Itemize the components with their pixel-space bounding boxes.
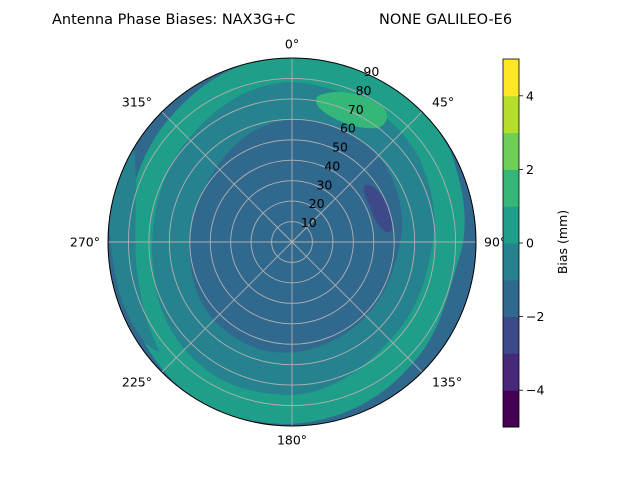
chart-title-left: Antenna Phase Biases: NAX3G+C [52, 12, 295, 28]
colorbar-segment [503, 353, 519, 391]
contour-west-ribbon [108, 146, 160, 352]
chart-title-right: NONE GALILEO-E6 [379, 12, 512, 28]
angular-grid-line [291, 111, 423, 243]
radial-tick-label: 40 [324, 158, 340, 173]
radial-tick-label: 50 [332, 140, 348, 155]
colorbar-segment [503, 316, 519, 354]
radial-tick-label: 20 [309, 196, 325, 211]
angle-tick-label: 0° [285, 37, 299, 52]
radial-ticks: 10 20 30 40 50 60 70 80 90 [301, 64, 380, 230]
radial-tick-label: 90 [363, 64, 379, 79]
colorbar-tick-label: 2 [526, 162, 534, 177]
angle-tick-label: 90° [484, 235, 506, 250]
angle-tick-label: 270° [70, 235, 100, 250]
radial-tick-label: 30 [316, 177, 332, 192]
radial-tick-label: 10 [301, 215, 317, 230]
angular-grid-line [291, 241, 423, 373]
colorbar-segment [503, 206, 519, 244]
colorbar-segment [503, 59, 519, 97]
radial-tick-label: 60 [340, 121, 356, 136]
colorbar-segment [503, 95, 519, 134]
angular-grid-line [161, 241, 293, 373]
colorbar-segment [503, 390, 519, 428]
colorbar: −4 −2 0 2 4 [502, 58, 544, 428]
colorbar-segment [503, 169, 519, 207]
radial-tick-label: 70 [348, 102, 364, 117]
contour-central-disk [244, 217, 353, 294]
angle-tick-label: 45° [432, 94, 454, 109]
colorbar-segment [503, 243, 519, 281]
colorbar-tick-label: 0 [526, 236, 534, 251]
contour-low-patch [363, 184, 393, 233]
angle-tick-label: 315° [122, 94, 152, 109]
contour-top-highlight [316, 91, 387, 129]
angle-tick-label: 180° [277, 433, 307, 448]
colorbar-segment [503, 132, 519, 170]
colorbar-label: Bias (mm) [555, 210, 570, 274]
radial-tick-label: 80 [356, 83, 372, 98]
plot-boundary [107, 57, 477, 427]
colorbar-tick-label: −4 [526, 383, 544, 398]
angular-grid-line [161, 111, 293, 243]
angle-ticks: 0° 45° 90° 135° 180° 225° 270° 315° [70, 37, 506, 448]
angle-tick-label: 225° [122, 375, 152, 390]
angle-tick-label: 135° [432, 375, 462, 390]
colorbar-tick-label: −2 [526, 309, 544, 324]
colorbar-tick-label: 4 [526, 88, 534, 103]
polar-grid [108, 58, 476, 426]
colorbar-segment [503, 279, 519, 318]
